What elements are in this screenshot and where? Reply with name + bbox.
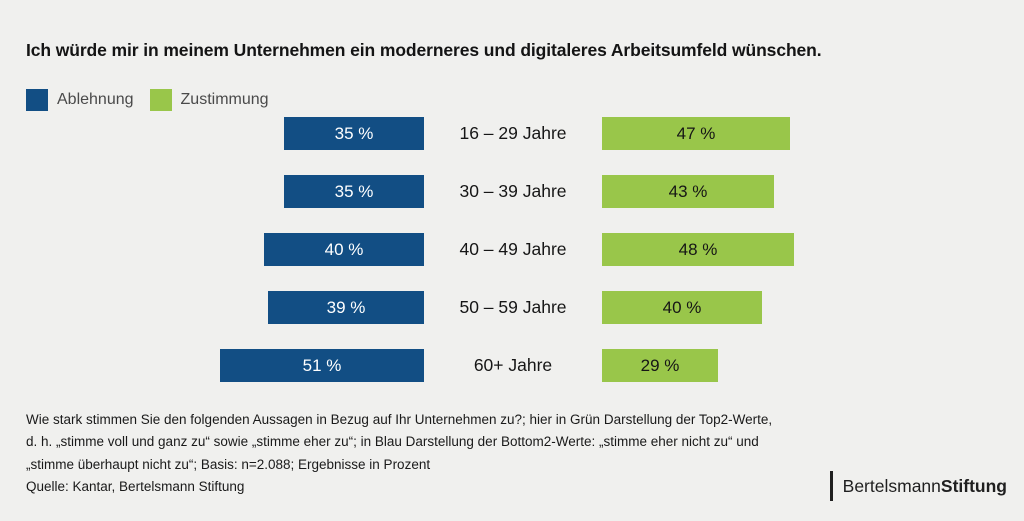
- bar-ablehnung: 35 %: [284, 117, 424, 150]
- legend-swatch-ablehnung: [26, 89, 48, 111]
- logo-text-part2: Stiftung: [940, 475, 1007, 496]
- bar-ablehnung: 39 %: [268, 291, 424, 324]
- source-line: Quelle: Kantar, Bertelsmann Stiftung: [26, 479, 245, 495]
- bar-zustimmung: 40 %: [602, 291, 762, 324]
- chart-row: 35 % 16 – 29 Jahre 47 %: [26, 117, 998, 150]
- bar-ablehnung: 40 %: [264, 233, 424, 266]
- zustimmung-bar-cell: 40 %: [602, 291, 998, 324]
- footnote-line: Wie stark stimmen Sie den folgenden Auss…: [26, 412, 773, 427]
- ablehnung-bar-cell: 39 %: [26, 291, 424, 324]
- legend-label-zustimmung: Zustimmung: [180, 91, 269, 108]
- age-group-label: 60+ Jahre: [473, 355, 553, 375]
- chart-rows: 35 % 16 – 29 Jahre 47 % 35 % 30 – 39 Jahre 43…: [26, 117, 998, 407]
- legend-item-ablehnung: Ablehnung: [26, 89, 134, 111]
- age-group-label: 50 – 59 Jahre: [459, 297, 567, 317]
- age-group-label: 16 – 29 Jahre: [459, 123, 567, 143]
- bar-zustimmung: 48 %: [602, 233, 794, 266]
- logo-text-part1: Bertelsmann: [842, 475, 941, 496]
- zustimmung-bar-cell: 29 %: [602, 349, 998, 382]
- age-group-label: 30 – 39 Jahre: [459, 181, 567, 201]
- legend: Ablehnung Zustimmung: [26, 89, 269, 111]
- logo-text: BertelsmannStiftung: [843, 476, 1007, 497]
- chart-row: 39 % 50 – 59 Jahre 40 %: [26, 291, 998, 324]
- age-group-label: 40 – 49 Jahre: [459, 239, 567, 259]
- logo-bar-icon: [829, 471, 833, 501]
- footnote-line: d. h. „stimme voll und ganz zu“ sowie „s…: [26, 434, 759, 450]
- legend-swatch-zustimmung: [149, 89, 172, 111]
- footnote-line: „stimme überhaupt nicht zu“; Basis: n=2.…: [26, 456, 431, 472]
- chart-row: 35 % 30 – 39 Jahre 43 %: [26, 175, 998, 208]
- bar-zustimmung: 47 %: [602, 117, 790, 150]
- zustimmung-bar-cell: 43 %: [602, 175, 998, 208]
- legend-label-ablehnung: Ablehnung: [57, 91, 134, 108]
- ablehnung-bar-cell: 40 %: [26, 233, 424, 266]
- zustimmung-bar-cell: 48 %: [602, 233, 998, 266]
- chart-row: 51 % 60+ Jahre 29 %: [26, 349, 998, 382]
- bar-ablehnung: 35 %: [284, 175, 424, 208]
- ablehnung-bar-cell: 35 %: [26, 117, 424, 150]
- bar-zustimmung: 29 %: [602, 349, 718, 382]
- footnote: Wie stark stimmen Sie den folgenden Auss…: [26, 409, 772, 499]
- chart-row: 40 % 40 – 49 Jahre 48 %: [26, 233, 998, 266]
- bertelsmann-stiftung-logo: BertelsmannStiftung: [829, 471, 1007, 501]
- bar-zustimmung: 43 %: [602, 175, 774, 208]
- chart-title: Ich würde mir in meinem Unternehmen ein …: [26, 40, 822, 60]
- zustimmung-bar-cell: 47 %: [602, 117, 998, 150]
- bar-ablehnung: 51 %: [220, 349, 424, 382]
- ablehnung-bar-cell: 35 %: [26, 175, 424, 208]
- ablehnung-bar-cell: 51 %: [26, 349, 424, 382]
- legend-item-zustimmung: Zustimmung: [149, 89, 269, 111]
